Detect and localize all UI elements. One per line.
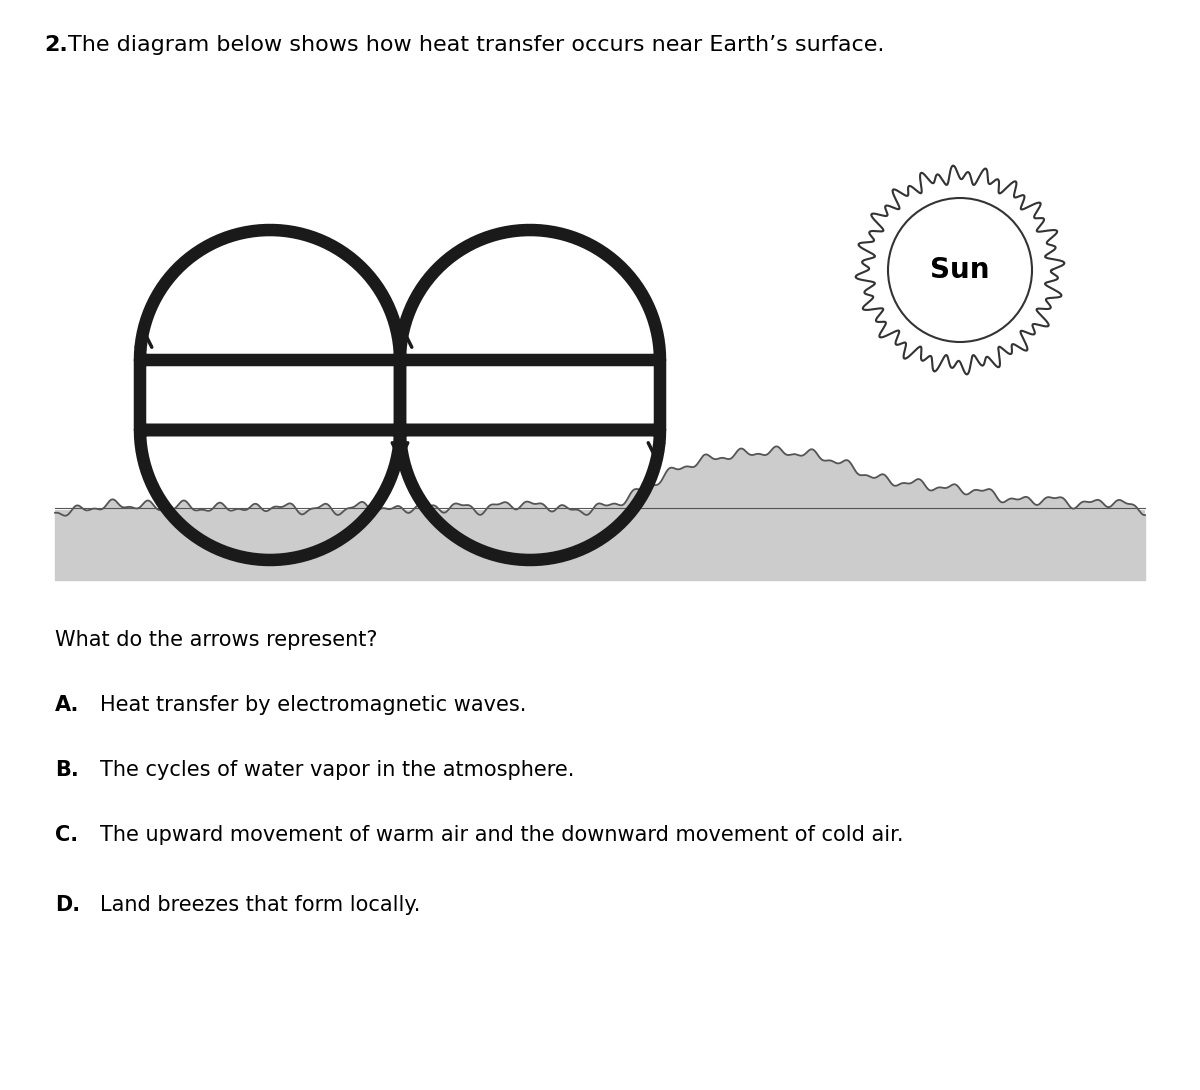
Text: Heat transfer by electromagnetic waves.: Heat transfer by electromagnetic waves. [100,695,527,715]
Text: 2.: 2. [44,35,67,54]
Text: What do the arrows represent?: What do the arrows represent? [55,630,378,650]
Text: Land breezes that form locally.: Land breezes that form locally. [100,895,420,915]
Text: The upward movement of warm air and the downward movement of cold air.: The upward movement of warm air and the … [100,825,904,845]
Text: C.: C. [55,825,78,845]
Text: D.: D. [55,895,80,915]
Text: Sun: Sun [930,256,990,284]
Bar [55,510,1145,580]
Text: A.: A. [55,695,79,715]
Text: The cycles of water vapor in the atmosphere.: The cycles of water vapor in the atmosph… [100,760,575,780]
Text: The diagram below shows how heat transfer occurs near Earth’s surface.: The diagram below shows how heat transfe… [68,35,884,54]
Text: B.: B. [55,760,79,780]
